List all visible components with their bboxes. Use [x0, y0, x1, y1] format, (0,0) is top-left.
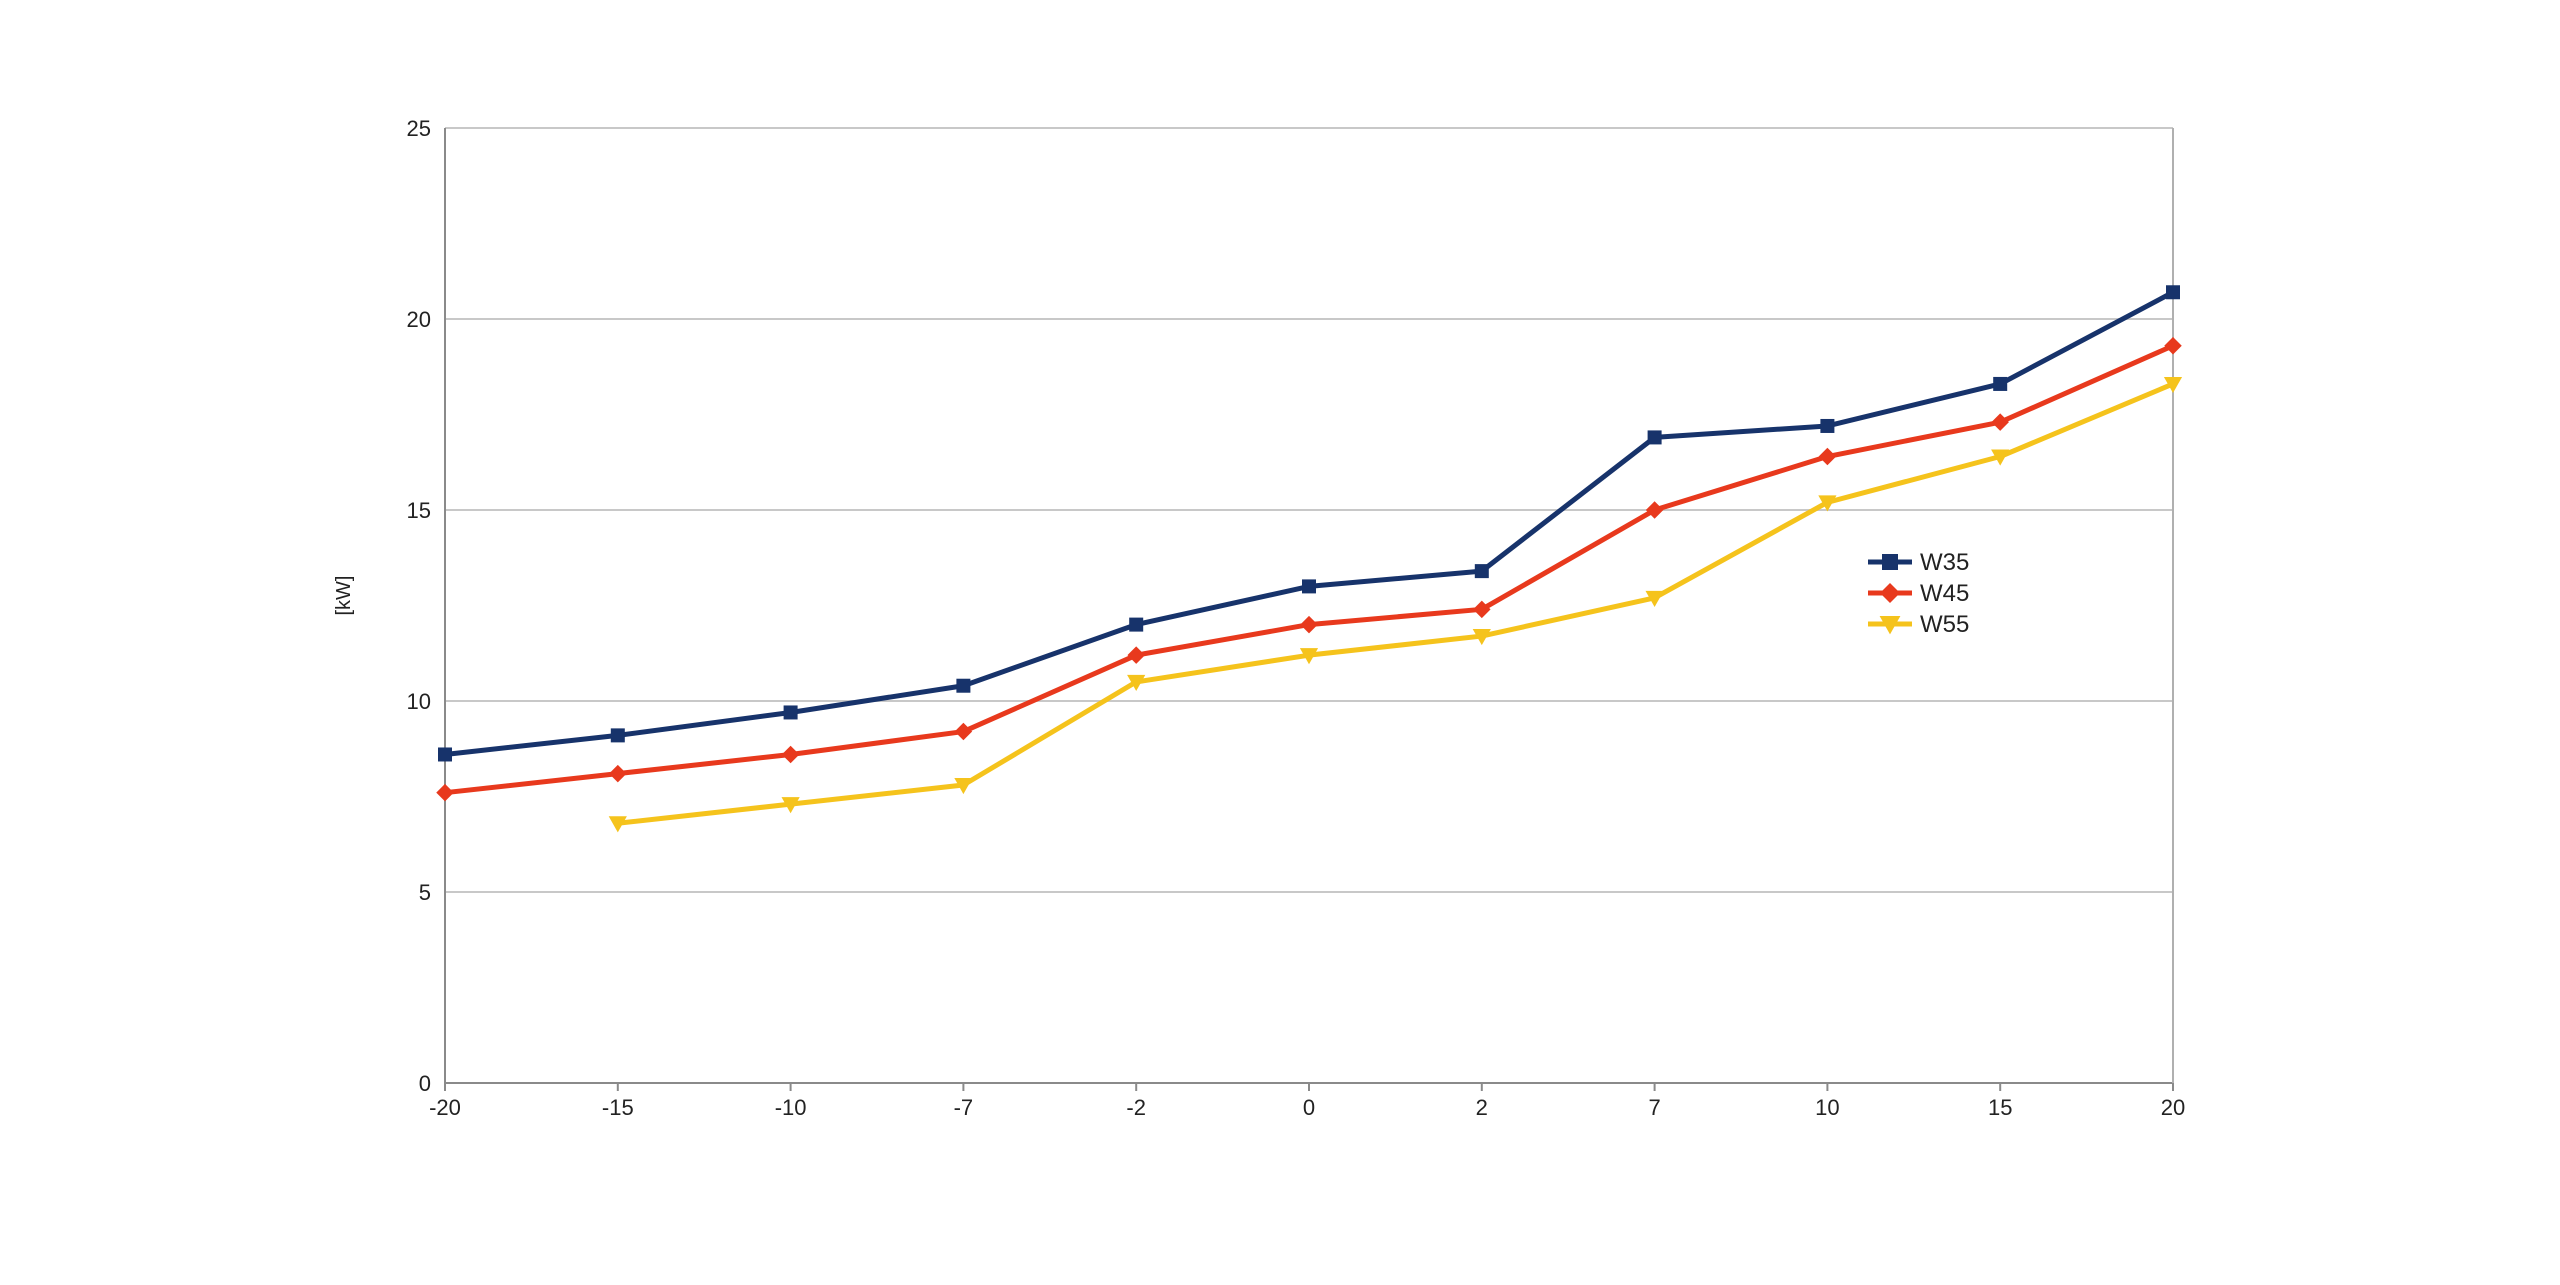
- data-point: [608, 816, 627, 833]
- data-point: [1993, 376, 2008, 391]
- data-point: [1300, 615, 1318, 634]
- series: [436, 285, 2183, 833]
- data-point: [1991, 449, 2010, 466]
- data-point: [1991, 413, 2009, 431]
- data-point: [1473, 600, 1491, 619]
- data-point: [1645, 501, 1664, 519]
- data-point: [1645, 590, 1664, 607]
- axes: [444, 128, 2174, 1084]
- grid: [445, 127, 2173, 893]
- y-axis-title: [kW]: [333, 576, 355, 616]
- data-point: [1820, 418, 1835, 433]
- legend-label: W45: [1920, 580, 1969, 607]
- series-w55: [608, 376, 2183, 833]
- data-point: [2164, 336, 2182, 355]
- x-tick-labels: -20 -15 -10 -7 -2 0 2 7 10 15 20: [429, 1083, 2185, 1120]
- data-point: [956, 678, 971, 693]
- x-tick-label: -15: [602, 1095, 634, 1120]
- data-point: [1127, 674, 1146, 691]
- x-tick-label: 2: [1476, 1095, 1488, 1120]
- legend-marker: [1880, 583, 1900, 603]
- series-w35: [438, 285, 2180, 762]
- x-tick-label: -7: [954, 1095, 974, 1120]
- x-tick-label: -10: [775, 1095, 807, 1120]
- y-tick-label: 0: [419, 1071, 431, 1096]
- legend-marker: [1882, 554, 1898, 570]
- series-w45: [436, 336, 2182, 802]
- x-tick-label: 10: [1815, 1095, 1839, 1120]
- data-point: [781, 797, 800, 814]
- data-point: [2163, 376, 2183, 394]
- legend: W35 W45 W55: [1868, 549, 1969, 638]
- data-point: [954, 722, 973, 741]
- data-point: [1474, 564, 1489, 579]
- data-point: [2166, 285, 2180, 300]
- data-point: [1818, 447, 1837, 466]
- legend-label: W35: [1920, 549, 1969, 576]
- y-tick-label: 5: [419, 880, 431, 905]
- data-point: [781, 745, 800, 764]
- data-point: [436, 783, 454, 802]
- series-line: [617, 381, 2174, 826]
- y-tick-label: 15: [407, 498, 431, 523]
- legend-item: W45: [1868, 580, 1969, 607]
- data-point: [783, 705, 798, 720]
- data-point: [1299, 648, 1319, 665]
- x-tick-label: 7: [1648, 1095, 1660, 1120]
- y-tick-label: 20: [407, 307, 431, 332]
- data-point: [1129, 617, 1144, 632]
- data-point: [1647, 430, 1662, 445]
- y-tick-label: 25: [407, 116, 431, 141]
- data-point: [609, 764, 627, 783]
- legend-label: W55: [1920, 611, 1969, 638]
- y-tick-label: 10: [407, 689, 431, 714]
- x-tick-label: 15: [1988, 1095, 2012, 1120]
- legend-item: W35: [1868, 549, 1969, 576]
- legend-marker: [1879, 616, 1901, 635]
- x-tick-label: 0: [1303, 1095, 1315, 1120]
- y-tick-labels: 0 5 10 15 20 25: [407, 116, 431, 1096]
- data-point: [1472, 629, 1491, 646]
- x-tick-label: 20: [2161, 1095, 2185, 1120]
- data-point: [1302, 579, 1316, 594]
- data-point: [954, 778, 973, 795]
- series-line: [444, 290, 2175, 757]
- data-point: [610, 728, 625, 743]
- x-tick-label: -2: [1126, 1095, 1146, 1120]
- legend-item: W55: [1868, 611, 1969, 638]
- x-tick-label: -20: [429, 1095, 461, 1120]
- data-point: [438, 747, 452, 762]
- data-point: [1127, 646, 1145, 664]
- data-point: [1818, 495, 1837, 512]
